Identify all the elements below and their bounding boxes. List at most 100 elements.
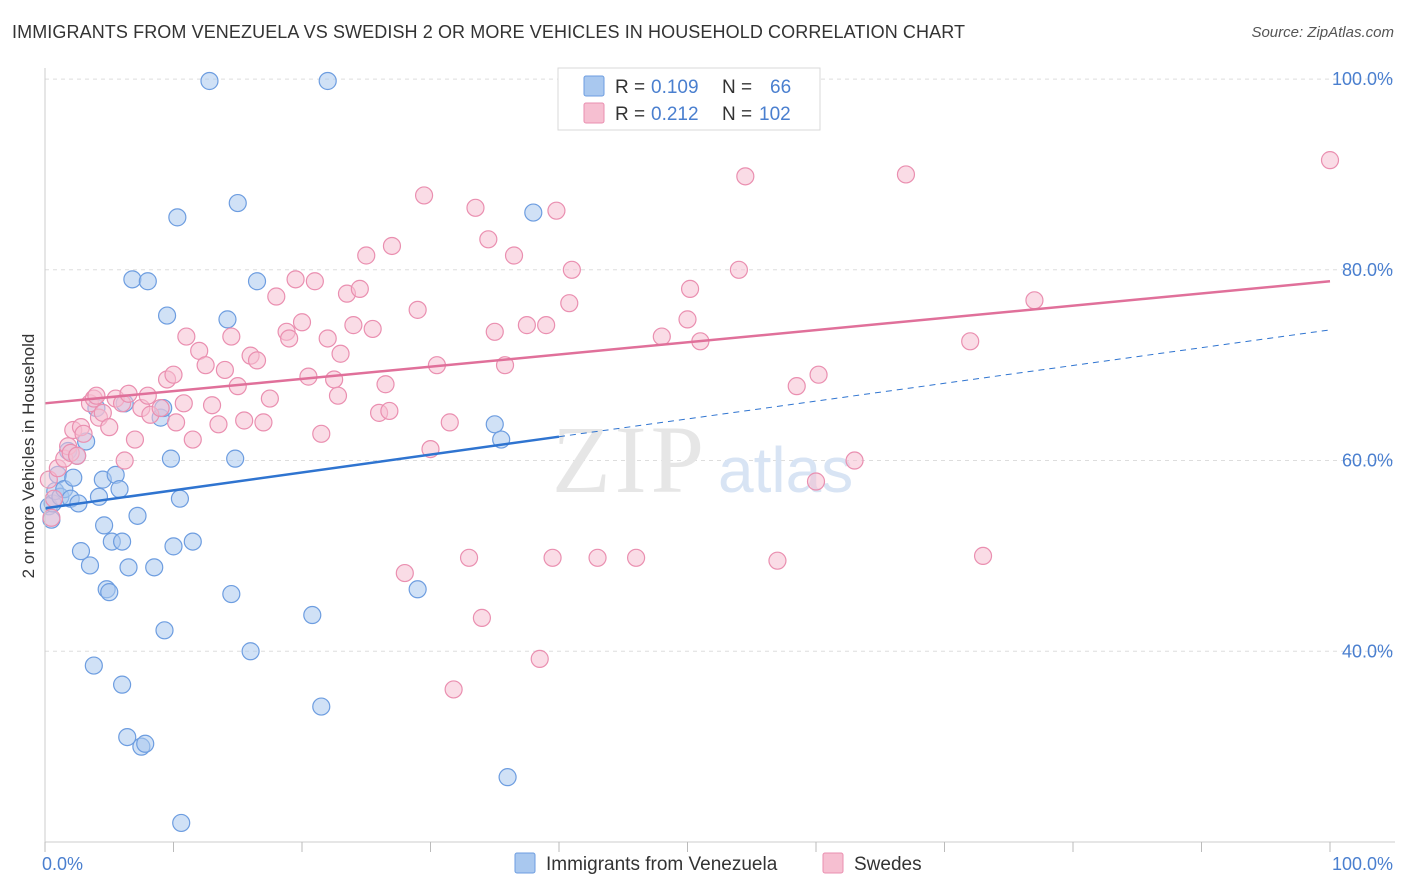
point-swedes: [395, 563, 414, 583]
y-tick-label: 80.0%: [1342, 260, 1393, 280]
stats-r-label-blue: R =: [615, 77, 645, 98]
stats-swatch-blue: [583, 75, 605, 97]
point-swedes: [215, 360, 234, 380]
point-swedes: [42, 508, 61, 527]
point-swedes: [292, 313, 312, 332]
point-venezuela: [112, 675, 132, 694]
point-swedes: [485, 322, 504, 341]
point-venezuela: [247, 272, 267, 291]
point-swedes: [325, 370, 344, 389]
source-label: Source: ZipAtlas.com: [1251, 24, 1394, 41]
watermark: ZIP atlas: [552, 406, 853, 513]
point-swedes: [961, 332, 980, 351]
point-swedes: [305, 272, 324, 291]
point-swedes: [729, 260, 749, 279]
point-swedes: [74, 424, 93, 443]
legend-label-swedes: Swedes: [854, 854, 922, 875]
point-swedes: [151, 398, 170, 418]
point-swedes: [115, 451, 134, 470]
point-swedes: [196, 356, 215, 375]
stats-n-label-blue: N =: [722, 77, 752, 98]
point-venezuela: [71, 542, 91, 561]
point-swedes: [479, 230, 498, 249]
point-venezuela: [157, 306, 177, 325]
point-swedes: [318, 329, 337, 348]
chart-title: IMMIGRANTS FROM VENEZUELA VS SWEDISH 2 O…: [12, 22, 966, 42]
point-swedes: [562, 260, 581, 279]
stats-r-label-pink: R =: [615, 104, 645, 125]
point-swedes: [376, 375, 395, 394]
point-swedes: [247, 351, 267, 370]
point-venezuela: [119, 558, 138, 577]
stats-legend: R = 0.109 N = 66 R = 0.212 N = 102: [557, 67, 821, 131]
point-swedes: [626, 548, 646, 567]
point-swedes: [768, 551, 787, 570]
point-swedes: [174, 394, 193, 413]
point-swedes: [164, 365, 183, 384]
point-swedes: [680, 279, 700, 298]
watermark-zip: ZIP: [552, 406, 708, 513]
point-swedes: [1320, 151, 1340, 170]
point-swedes: [331, 344, 350, 363]
point-venezuela: [170, 489, 190, 508]
point-venezuela: [318, 71, 337, 91]
point-venezuela: [95, 516, 114, 535]
y-tick-label: 40.0%: [1342, 641, 1393, 661]
series-legend: Immigrants from Venezuela Swedes: [514, 852, 922, 875]
axes-layer: 40.0% 60.0% 80.0% 100.0% 0.0% 100.0%: [42, 68, 1395, 874]
point-swedes: [560, 294, 579, 313]
point-venezuela: [241, 642, 260, 661]
point-swedes: [312, 424, 331, 443]
point-swedes: [380, 401, 399, 421]
point-venezuela: [145, 558, 164, 577]
point-swedes: [363, 319, 382, 339]
point-swedes: [280, 329, 299, 348]
stats-r-value-blue: 0.109: [651, 77, 699, 98]
point-swedes: [896, 165, 916, 184]
point-venezuela: [524, 203, 543, 222]
point-venezuela: [303, 605, 322, 625]
point-venezuela: [228, 193, 247, 213]
point-swedes: [588, 548, 607, 567]
point-venezuela: [84, 656, 103, 675]
point-swedes: [267, 287, 286, 306]
point-swedes: [183, 430, 202, 449]
stats-r-value-pink: 0.212: [651, 104, 699, 125]
point-swedes: [678, 310, 697, 329]
point-venezuela: [110, 480, 129, 499]
point-venezuela: [155, 621, 174, 640]
point-swedes: [177, 327, 196, 346]
y-tick-label: 60.0%: [1342, 451, 1393, 471]
point-swedes: [100, 418, 119, 437]
point-swedes: [286, 270, 305, 289]
point-swedes: [166, 413, 186, 432]
point-venezuela: [485, 415, 504, 434]
point-swedes: [547, 201, 566, 220]
point-venezuela: [112, 532, 132, 551]
point-swedes: [517, 316, 536, 335]
point-venezuela: [80, 556, 100, 575]
point-swedes: [235, 411, 254, 430]
point-venezuela: [136, 734, 155, 753]
legend-label-venezuela: Immigrants from Venezuela: [546, 854, 778, 875]
point-swedes: [254, 413, 273, 432]
point-swedes: [806, 472, 826, 491]
point-swedes: [537, 316, 556, 335]
point-venezuela: [408, 580, 427, 599]
point-swedes: [845, 451, 864, 470]
point-swedes: [328, 386, 348, 405]
point-swedes: [382, 236, 402, 256]
stats-n-label-pink: N =: [722, 104, 752, 125]
point-venezuela: [138, 272, 157, 291]
point-venezuela: [123, 270, 142, 289]
point-swedes: [125, 430, 145, 449]
stats-n-value-blue: 66: [770, 77, 791, 98]
point-swedes: [736, 167, 755, 186]
point-swedes: [350, 279, 369, 298]
point-venezuela: [200, 71, 219, 91]
point-venezuela: [118, 727, 137, 747]
point-venezuela: [183, 532, 202, 551]
point-swedes: [543, 548, 562, 567]
point-swedes: [440, 413, 459, 432]
